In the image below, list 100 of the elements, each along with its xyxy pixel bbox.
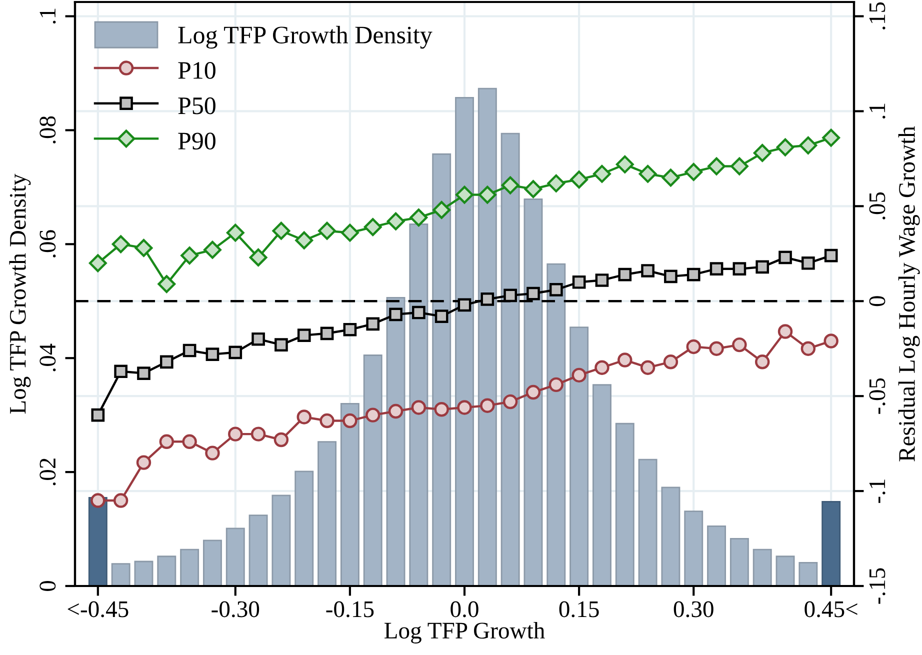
- bar: [294, 470, 314, 586]
- point: [318, 222, 336, 240]
- point: [710, 262, 724, 276]
- bar: [432, 153, 452, 586]
- bar: [752, 548, 772, 586]
- point: [504, 288, 517, 302]
- point: [274, 432, 289, 448]
- bar: [386, 297, 406, 586]
- point: [754, 354, 770, 370]
- point: [386, 212, 405, 230]
- bar: [318, 441, 337, 586]
- bar: [684, 510, 704, 586]
- point: [802, 256, 815, 270]
- x-axis-title: Log TFP Growth: [384, 622, 545, 644]
- point: [824, 248, 838, 262]
- legend-label: P90: [178, 132, 216, 150]
- point: [594, 360, 610, 375]
- point: [822, 128, 840, 147]
- bar: [157, 556, 176, 586]
- point: [709, 341, 724, 356]
- point: [274, 338, 288, 352]
- bar: [180, 548, 200, 586]
- point: [456, 186, 474, 204]
- x-tick-label: <-0.45: [68, 601, 128, 618]
- y2-tick-label: -.15: [869, 568, 886, 604]
- point: [90, 493, 106, 508]
- point: [524, 180, 542, 198]
- point: [228, 426, 243, 442]
- point: [616, 155, 634, 174]
- point: [137, 366, 150, 380]
- point: [343, 322, 357, 336]
- point: [365, 408, 380, 422]
- y2-tick-label: 0: [869, 296, 886, 306]
- point: [112, 235, 130, 254]
- point: [158, 275, 176, 293]
- point: [342, 413, 358, 428]
- point: [684, 163, 703, 181]
- point: [686, 339, 701, 354]
- point: [340, 224, 359, 242]
- bar: [592, 384, 612, 586]
- point: [799, 136, 818, 154]
- point: [663, 354, 678, 370]
- point: [664, 270, 678, 284]
- point: [320, 413, 334, 428]
- y2-tick-label: -.1: [869, 480, 886, 503]
- bar: [776, 556, 795, 586]
- point: [250, 426, 266, 442]
- bar: [546, 263, 566, 586]
- point: [778, 324, 793, 339]
- point: [366, 317, 380, 331]
- point: [434, 310, 448, 323]
- x-tick-label: 0.0: [450, 601, 478, 618]
- point: [412, 306, 426, 320]
- point: [364, 218, 382, 236]
- point: [252, 332, 265, 346]
- y2-tick-label: .15: [869, 2, 886, 30]
- y-axis-title: Log TFP Growth Density: [9, 174, 31, 414]
- point: [272, 222, 290, 240]
- x-tick-label: 0.45<: [804, 601, 858, 618]
- point: [730, 157, 748, 176]
- point: [526, 286, 540, 300]
- point: [778, 250, 792, 264]
- bar: [638, 458, 658, 586]
- point: [91, 408, 105, 422]
- y2-tick-label: .05: [869, 192, 886, 220]
- point: [572, 275, 586, 289]
- point: [226, 224, 244, 242]
- point: [776, 138, 794, 156]
- bar: [272, 494, 291, 586]
- point: [113, 493, 128, 508]
- point: [136, 455, 152, 470]
- point: [389, 308, 402, 322]
- point: [480, 292, 494, 306]
- point: [641, 264, 654, 278]
- point: [547, 174, 566, 192]
- point: [182, 434, 197, 450]
- y2-tick-label: .1: [869, 104, 886, 118]
- point: [708, 157, 726, 176]
- point: [753, 144, 772, 162]
- bar: [455, 97, 474, 586]
- point: [388, 404, 404, 419]
- point: [732, 262, 746, 276]
- point: [800, 341, 816, 356]
- x-tick-label: -0.15: [326, 601, 374, 618]
- bar: [202, 540, 222, 586]
- point: [160, 355, 174, 369]
- point: [572, 368, 586, 383]
- bar: [363, 354, 382, 586]
- bar: [111, 563, 130, 586]
- bar: [661, 486, 680, 586]
- point: [732, 337, 747, 352]
- point: [478, 186, 496, 204]
- x-tick-label: 0.15: [559, 601, 599, 618]
- point: [480, 398, 495, 413]
- point: [501, 176, 520, 194]
- point: [434, 402, 449, 417]
- bar: [226, 528, 245, 586]
- point: [640, 360, 656, 375]
- point: [249, 248, 268, 266]
- point: [182, 344, 196, 358]
